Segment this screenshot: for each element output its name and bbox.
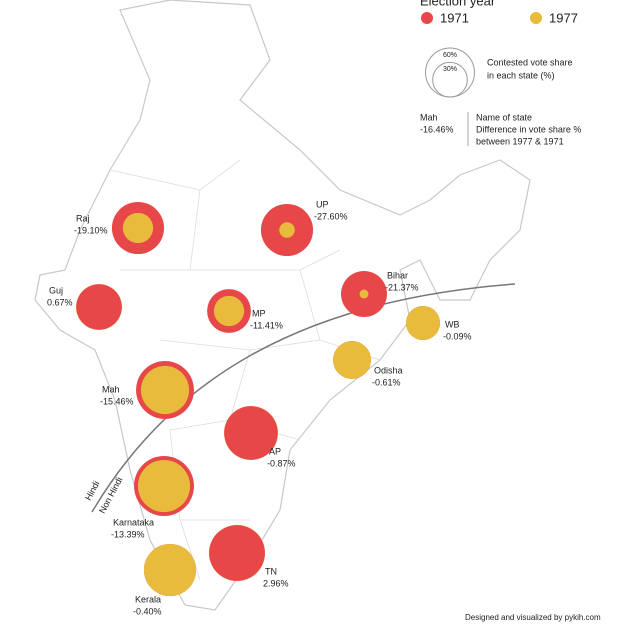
legend-size-small-label: 30% [443,66,457,73]
state-diff: -0.40% [133,606,162,616]
state-diff: -11.41% [250,320,283,330]
legend-title: Election year [420,0,496,8]
legend-size-big-label: 60% [443,52,457,59]
sample-name: Mah [420,112,438,122]
bubble-1977 [359,289,369,299]
state-name: Kerala [135,594,161,604]
legend-swatch-b [530,12,542,24]
bubble-1977 [405,305,441,341]
state-name: Odisha [374,365,403,375]
state-diff: -0.87% [267,458,296,468]
legend-swatch-a [421,12,433,24]
bubble-1977 [333,341,371,379]
legend-year-a: 1971 [440,10,469,25]
bubble-1977 [279,222,295,238]
state-diff: 2.96% [263,578,289,588]
state-diff: -19.10% [74,225,108,235]
hindi-divider [91,283,516,513]
legend-size-small [432,61,468,98]
state-name: Bihar [387,270,408,280]
legend-year-b: 1977 [549,10,578,25]
state-diff: -15.46% [100,396,134,406]
bubble-1977 [122,212,154,244]
footer: Designed and visualized by pykih.com [465,613,601,622]
bubble-1971 [209,525,265,581]
state-name: Raj [76,213,90,223]
state-name: Karnataka [113,517,154,527]
state-name: AP [269,446,281,456]
bubble-1977 [143,543,197,597]
divider-right: Non Hindi [97,475,124,515]
bubble-1971 [224,406,278,460]
bubble-1977 [213,295,245,327]
bubble-1971 [76,284,122,330]
state-name: TN [265,566,277,576]
bubble-1977 [137,459,191,513]
name-text: Name of state [476,112,532,122]
bubble-1977 [140,365,190,415]
state-diff: -21.37% [385,282,419,292]
state-diff: -0.61% [372,377,401,387]
state-name: Guj [49,285,63,295]
state-diff: 0.67% [47,297,73,307]
state-diff: -13.39% [111,529,145,539]
state-name: UP [316,199,329,209]
state-name: MP [252,308,266,318]
size-text: in each state (%) [487,70,555,80]
size-text: Contested vote share [487,57,573,67]
divider-left: Hindi [83,479,101,502]
sample-diff: -16.46% [420,124,454,134]
diff-text: Difference in vote share % [476,124,581,134]
state-name: WB [445,319,460,329]
diff-text: between 1977 & 1971 [476,136,564,146]
state-diff: -0.09% [443,331,472,341]
state-name: Mah [102,384,120,394]
state-diff: -27.60% [314,211,348,221]
